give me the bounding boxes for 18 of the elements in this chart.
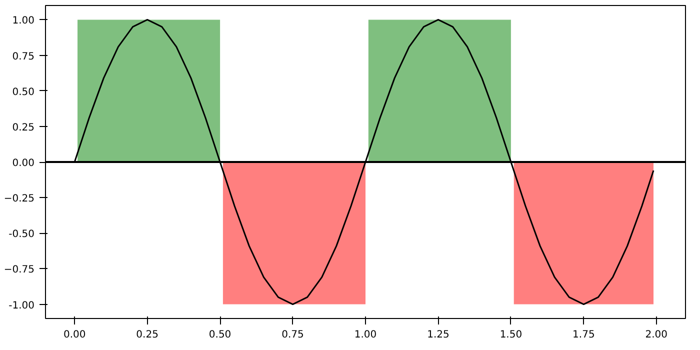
- x-tick-label: 1.00: [354, 330, 377, 340]
- y-tick-label: 0.00: [12, 158, 34, 169]
- y-tick-label: -0.50: [8, 229, 34, 240]
- y-tick-label: −0.75: [4, 264, 35, 276]
- x-tick-label: 0.75: [282, 330, 304, 340]
- y-tick-label: 0.50: [12, 86, 34, 98]
- x-tick-label: 2.00: [645, 330, 668, 340]
- y-tick-label: 0.75: [12, 51, 34, 62]
- x-tick-label: 0.25: [136, 330, 158, 340]
- y-tick-label: 1.00: [12, 16, 34, 27]
- x-tick-label: 1.75: [572, 330, 595, 340]
- y-tick-label: 0.25: [12, 122, 34, 134]
- x-tick-label: 1.25: [427, 330, 450, 340]
- y-tick-label: −0.25: [4, 194, 35, 205]
- y-tick-label: -1.00: [8, 300, 34, 312]
- x-tick-label: 0.00: [63, 330, 86, 340]
- x-tick-label: 0.50: [208, 330, 232, 340]
- x-tick-label: 1.50: [500, 330, 522, 340]
